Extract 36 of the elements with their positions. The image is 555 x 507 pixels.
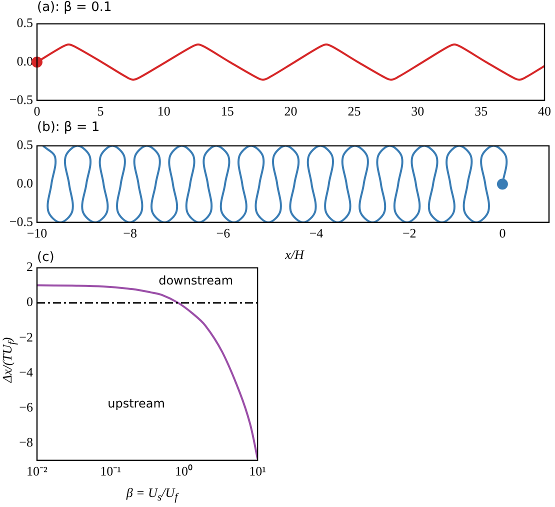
line-series [42,146,508,222]
y-tick-label: −6 [19,399,34,414]
x-tick-label: 10 [157,104,170,119]
x-tick-label: −6 [216,226,231,241]
y-tick-label: −2 [19,329,33,344]
chart-title: (c) [37,250,54,265]
x-tick-label: 0 [499,226,506,241]
y-tick-label: −4 [19,364,34,380]
y-tick-label: 0.5 [16,137,33,152]
y-tick-label: 0.0 [16,54,33,69]
x-tick-label: 10¹ [249,464,266,479]
y-tick-label: 0 [26,294,33,310]
y-tick-label: 0.0 [16,176,33,191]
x-tick-label: 35 [474,104,488,119]
x-tick-label: 10⁻¹ [100,464,122,479]
y-tick-label: 0.5 [16,15,33,30]
x-tick-label: 20 [284,104,298,119]
y-tick-label: −8 [19,434,33,450]
chart-title: (b): β = 1 [37,120,100,135]
x-axis-title: x/H [285,247,304,262]
x-tick-label: 5 [97,104,104,119]
x-tick-label: 15 [220,104,234,119]
x-tick-label: 10⁰ [175,464,194,479]
x-tick-label: 40 [538,104,551,119]
x-tick-label: −4 [309,226,324,241]
x-tick-label: −8 [123,226,138,241]
annotation: downstream [158,273,234,288]
y-tick-label: −0.5 [9,92,33,107]
chart-title: (a): β = 0.1 [37,0,112,15]
x-tick-label: −2 [402,226,416,241]
annotation: upstream [108,396,165,411]
x-tick-label: 30 [411,104,424,119]
x-tick-label: 10⁻² [26,464,48,479]
x-axis-title: β = U$_{s}$/U$_{f}$ [125,485,180,504]
y-tick-label: 2 [26,259,33,274]
x-tick-label: 25 [348,104,361,119]
